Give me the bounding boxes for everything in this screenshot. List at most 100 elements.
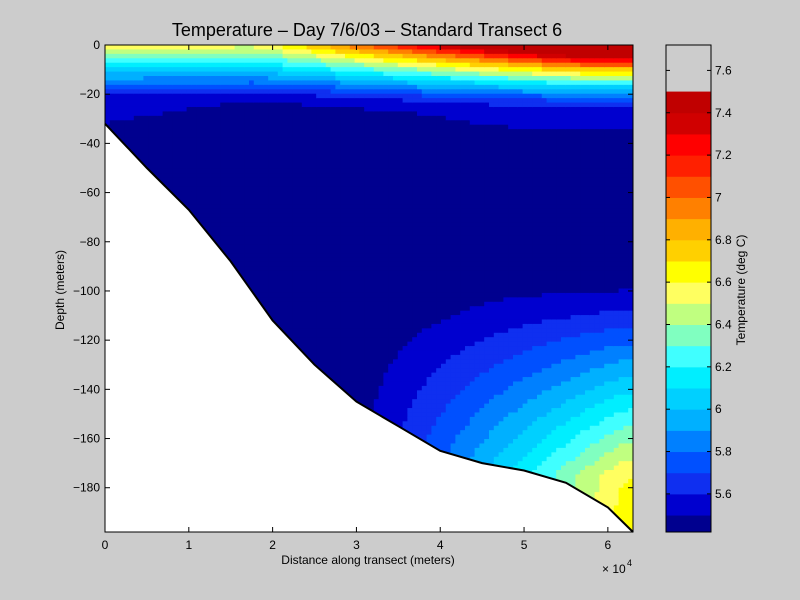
contour-cell [249, 155, 255, 161]
contour-cell [196, 151, 202, 157]
contour-cell [162, 160, 168, 166]
contour-cell [186, 102, 192, 108]
contour-cell [162, 106, 168, 113]
contour-cell [273, 151, 279, 157]
contour-cell [225, 164, 231, 170]
contour-cell [229, 80, 236, 86]
contour-cell [153, 120, 159, 126]
contour-cell [148, 120, 154, 126]
contour-cell [186, 151, 192, 157]
contour-cell [321, 58, 327, 64]
contour-cell [234, 248, 240, 254]
contour-cell [297, 319, 303, 325]
contour-cell [181, 182, 188, 188]
contour-cell [234, 53, 240, 59]
contour-cell [162, 164, 168, 170]
contour-cell [105, 49, 111, 55]
contour-cell [177, 168, 183, 174]
contour-cell [220, 89, 226, 95]
contour-cell [210, 155, 216, 161]
contour-cell [277, 208, 284, 214]
contour-cell [258, 102, 264, 108]
contour-cell [105, 102, 111, 108]
contour-cell [225, 177, 231, 183]
contour-cell [282, 275, 288, 281]
contour-cell [311, 129, 317, 135]
contour-cell [181, 168, 188, 174]
contour-cell [201, 195, 207, 201]
contour-cell [105, 93, 111, 99]
contour-cell [177, 191, 183, 197]
contour-cell [196, 102, 202, 108]
contour-cell [234, 235, 240, 241]
contour-cell [186, 75, 192, 82]
contour-cell [196, 146, 202, 152]
contour-cell [273, 137, 279, 143]
contour-cell [215, 168, 221, 174]
contour-cell [172, 106, 178, 113]
contour-cell [138, 155, 144, 161]
contour-cell [205, 217, 212, 223]
contour-cell [201, 160, 207, 166]
contour-cell [124, 106, 130, 113]
contour-cell [157, 146, 164, 152]
contour-cell [225, 98, 231, 104]
contour-cell [172, 173, 178, 179]
contour-cell [306, 120, 312, 126]
contour-cell [258, 67, 264, 73]
contour-cell [311, 213, 317, 219]
contour-cell [287, 160, 293, 166]
contour-cell [306, 71, 312, 77]
contour-cell [268, 279, 274, 285]
contour-cell [297, 49, 303, 55]
contour-cell [263, 98, 269, 104]
contour-cell [316, 248, 322, 254]
contour-cell [205, 102, 212, 108]
contour-cell [273, 133, 279, 139]
contour-cell [196, 75, 202, 82]
contour-cell [124, 98, 130, 104]
contour-cell [225, 71, 231, 77]
contour-cell [167, 102, 173, 108]
contour-cell [253, 49, 260, 55]
contour-cell [292, 58, 298, 64]
contour-cell [196, 213, 202, 219]
contour-cell [177, 106, 183, 113]
contour-cell [311, 84, 317, 90]
contour-cell [282, 199, 288, 205]
contour-cell [316, 261, 322, 267]
contour-cell [301, 199, 308, 205]
contour-cell [306, 67, 312, 73]
contour-cell [205, 173, 212, 179]
contour-cell [201, 62, 207, 68]
contour-cell [205, 120, 212, 126]
contour-cell [297, 275, 303, 281]
contour-cell [124, 120, 130, 126]
contour-cell [321, 173, 327, 179]
contour-cell [316, 230, 322, 236]
contour-cell [129, 80, 135, 86]
contour-cell [253, 230, 260, 236]
contour-cell [210, 199, 216, 205]
contour-cell [282, 239, 288, 245]
contour-cell [225, 137, 231, 143]
contour-cell [253, 53, 260, 59]
contour-cell [244, 160, 250, 166]
contour-cell [138, 80, 144, 86]
contour-cell [282, 71, 288, 77]
contour-cell [205, 67, 212, 73]
contour-cell [292, 288, 298, 294]
contour-cell [229, 151, 236, 157]
contour-cell [301, 257, 308, 263]
contour-cell [225, 111, 231, 117]
contour-cell [244, 199, 250, 205]
contour-cell [129, 129, 135, 135]
contour-cell [249, 213, 255, 219]
contour-cell [201, 182, 207, 188]
contour-cell [253, 213, 260, 219]
contour-cell [273, 226, 279, 232]
contour-cell [191, 98, 197, 104]
contour-cell [316, 199, 322, 205]
contour-cell [119, 93, 125, 99]
contour-cell [225, 49, 231, 55]
